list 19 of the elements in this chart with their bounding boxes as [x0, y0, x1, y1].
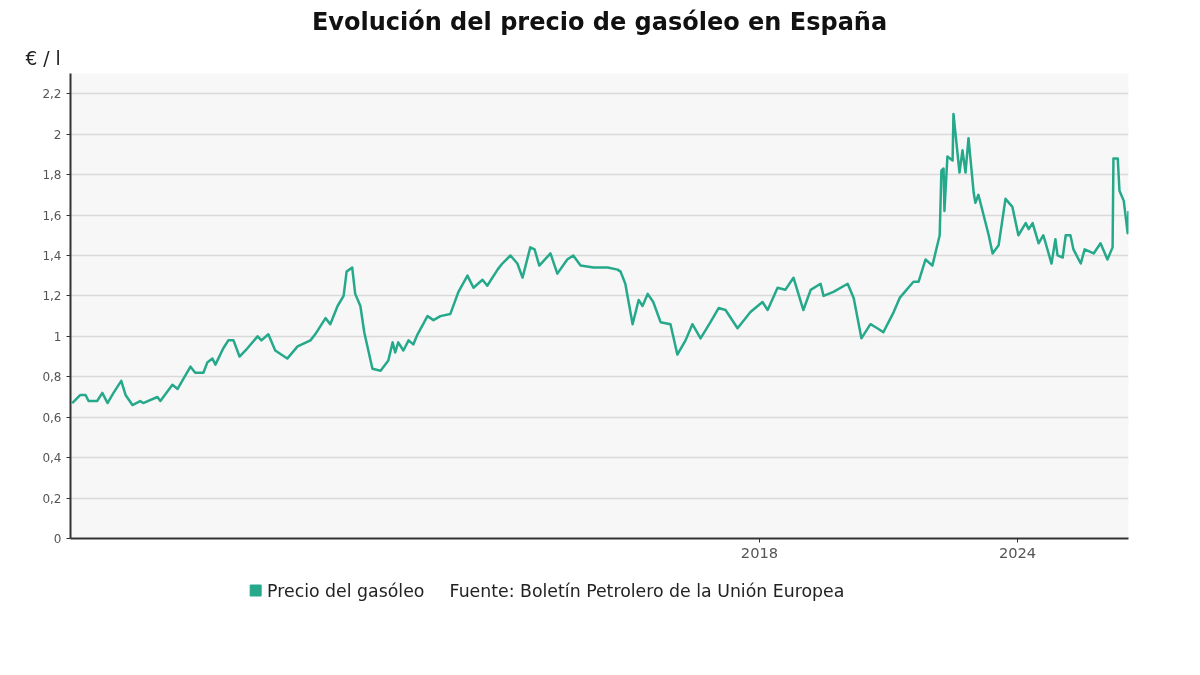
- x-tick-label: 2018: [740, 543, 779, 561]
- y-tick-label: 1,2: [42, 289, 62, 304]
- y-tick-label: 2,2: [42, 87, 62, 102]
- y-tick-label: 0,8: [42, 370, 62, 385]
- y-tick-label: 2: [53, 127, 62, 142]
- y-tick-label: 1: [53, 329, 62, 344]
- y-tick-label: 1,6: [42, 208, 62, 223]
- y-tick-label: 0,2: [42, 491, 62, 506]
- y-axis-title: € / l: [25, 47, 61, 69]
- y-tick-label: 0,6: [42, 410, 62, 425]
- legend-label: Precio del gasóleo: [267, 580, 425, 601]
- y-tick-label: 0,4: [42, 451, 62, 466]
- x-tick-label: 2024: [998, 543, 1037, 561]
- y-tick-label: 1,4: [42, 248, 62, 263]
- y-tick-label: 1,8: [42, 168, 62, 183]
- chart-title: Evolución del precio de gasóleo en España: [311, 7, 888, 36]
- line-series: [70, 112, 1129, 407]
- y-tick-label: 0: [53, 532, 62, 546]
- source-note: Fuente: Boletín Petrolero de la Unión Europea: [449, 580, 845, 601]
